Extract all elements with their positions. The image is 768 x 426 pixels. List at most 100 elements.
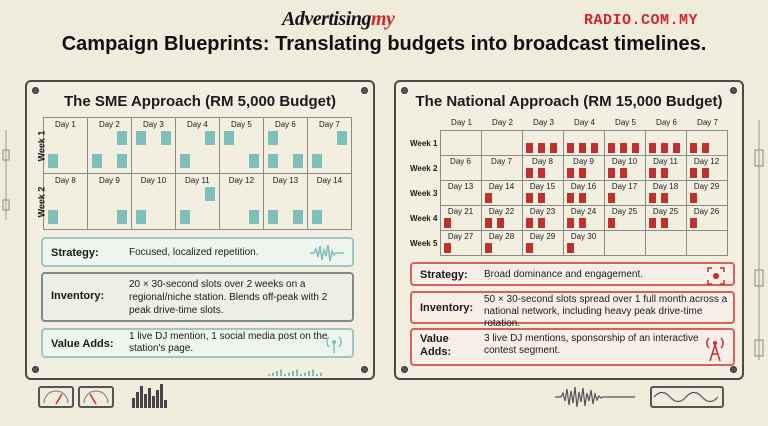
calendar-week-row: Week 5 Day 27 Day 28 Day 29 Day 30: [408, 230, 728, 256]
ad-slot-marker: [590, 143, 598, 153]
calendar-day-cell: Day 26: [685, 205, 728, 231]
calendar-day-cell: [644, 130, 687, 156]
ad-slot-marker: [484, 193, 492, 203]
equalizer-bars-icon: [132, 384, 192, 410]
calendar-day-cell: Day 11: [644, 155, 687, 181]
national-schedule-calendar: Week 1 Week 2 Day 6 Day 7 Day 8 Day 9 Day 10 Da…: [408, 130, 728, 256]
ad-slot-marker: [660, 168, 668, 178]
ad-slot-marker: [549, 143, 557, 153]
day-label: Day 25: [652, 207, 679, 216]
ad-slot-marker: [689, 218, 697, 228]
day-label: Day 7: [491, 157, 512, 166]
ad-slot-marker: [525, 193, 533, 203]
oscilloscope-icon: [650, 386, 724, 408]
calendar-day-cell: Day 16: [562, 180, 605, 206]
day-label: Day 8: [532, 157, 553, 166]
day-label: Day 2: [98, 120, 120, 129]
ad-slot-marker: [619, 143, 627, 153]
national-value-adds-box: Value Adds: 3 live DJ mentions, sponsors…: [410, 328, 735, 366]
sme-inventory-text: 20 × 30-second slots over 2 weeks on a r…: [129, 279, 328, 316]
ad-slot-marker: [525, 218, 533, 228]
level-bar: [268, 374, 270, 376]
calendar-day-cell: [439, 130, 482, 156]
day-label: Day 24: [570, 207, 597, 216]
ad-slot-marker: [91, 154, 102, 168]
calendar-day-cell: Day 17: [603, 180, 646, 206]
calendar-day-cell: [562, 130, 605, 156]
calendar-week-row: Week 3 Day 13 Day 14 Day 15 Day 16 Day 17 Day …: [408, 180, 728, 206]
calendar-day-cell: Day 25: [603, 205, 646, 231]
sme-strategy-label: Strategy:: [51, 247, 99, 259]
level-bar: [280, 369, 282, 376]
day-label: Day 22: [488, 207, 515, 216]
ad-slot-marker: [47, 154, 58, 168]
day-header-label: Day 5: [615, 118, 636, 127]
level-bar: [312, 369, 314, 376]
ad-slot-marker: [443, 218, 451, 228]
ad-slot-marker: [689, 193, 697, 203]
day-label: Day 14: [488, 182, 515, 191]
ad-slot-marker: [660, 218, 668, 228]
ad-slot-marker: [116, 154, 127, 168]
calendar-day-cell: Day 11: [174, 173, 220, 230]
calendar-day-cell: Day 8: [521, 155, 564, 181]
calendar-day-cell: Day 1: [42, 117, 88, 174]
day-label: Day 12: [693, 157, 720, 166]
ad-slot-marker: [537, 193, 545, 203]
ad-slot-marker: [116, 131, 127, 145]
calendar-day-cell: Day 7: [306, 117, 353, 174]
ad-slot-marker: [525, 243, 533, 253]
day-header-label: Day 7: [697, 118, 718, 127]
week-label-cell: Week 2: [30, 174, 46, 230]
calendar-day-cell: Day 6: [439, 155, 482, 181]
ad-slot-marker: [566, 218, 574, 228]
calendar-day-cell: Day 24: [562, 205, 605, 231]
ad-slot-marker: [689, 143, 697, 153]
vu-meter-icon: [78, 386, 114, 408]
sme-strategy-box: Strategy: Focused, localized repetition.: [41, 237, 354, 267]
logo-main-text: Advertising: [282, 8, 371, 30]
ad-slot-marker: [578, 218, 586, 228]
day-label: Day 18: [652, 182, 679, 191]
level-bar: [292, 371, 294, 376]
day-label: Day 15: [529, 182, 556, 191]
level-bar: [288, 372, 290, 376]
calendar-day-cell: Day 4: [174, 117, 220, 174]
calendar-day-cell: Day 13: [262, 173, 308, 230]
day-label: Day 27: [447, 232, 474, 241]
page-title: Campaign Blueprints: Translating budgets…: [61, 33, 707, 55]
calendar-day-cell: Day 18: [644, 180, 687, 206]
ad-slot-marker: [660, 193, 668, 203]
ad-slot-marker: [248, 210, 259, 224]
calendar-day-cell: Day 10: [603, 155, 646, 181]
calendar-day-cell: Day 14: [306, 173, 353, 230]
calendar-day-cell: [521, 130, 564, 156]
day-label: Day 12: [228, 176, 255, 185]
day-label: Day 17: [611, 182, 638, 191]
ad-slot-marker: [648, 193, 656, 203]
sme-panel-title: The SME Approach (RM 5,000 Budget): [64, 93, 336, 110]
national-inventory-text: 50 × 30-second slots spread over 1 full …: [484, 294, 728, 329]
screw-icon: [32, 87, 39, 94]
national-strategy-label: Strategy:: [420, 269, 468, 281]
ad-slot-marker: [566, 168, 574, 178]
day-label: Day 5: [230, 120, 252, 129]
calendar-day-cell: Day 22: [480, 205, 523, 231]
ad-slot-marker: [701, 168, 709, 178]
calendar-day-cell: Day 27: [439, 230, 482, 256]
ad-slot-marker: [660, 143, 668, 153]
calendar-week-row: Week 2 Day 6 Day 7 Day 8 Day 9 Day 10 Day 11 Da…: [408, 155, 728, 181]
level-bar: [276, 371, 278, 376]
day-label: Day 7: [318, 120, 340, 129]
sound-wave-icon: [555, 386, 635, 408]
screw-icon: [401, 366, 408, 373]
week-label: Week 1: [410, 138, 438, 148]
right-edge-decoration: [754, 120, 764, 360]
calendar-day-cell: Day 29: [685, 180, 728, 206]
ad-slot-marker: [607, 143, 615, 153]
day-label: Day 14: [316, 176, 343, 185]
ad-slot-marker: [578, 193, 586, 203]
ad-slot-marker: [311, 154, 322, 168]
ad-slot-marker: [484, 243, 492, 253]
ad-slot-marker: [223, 131, 234, 145]
